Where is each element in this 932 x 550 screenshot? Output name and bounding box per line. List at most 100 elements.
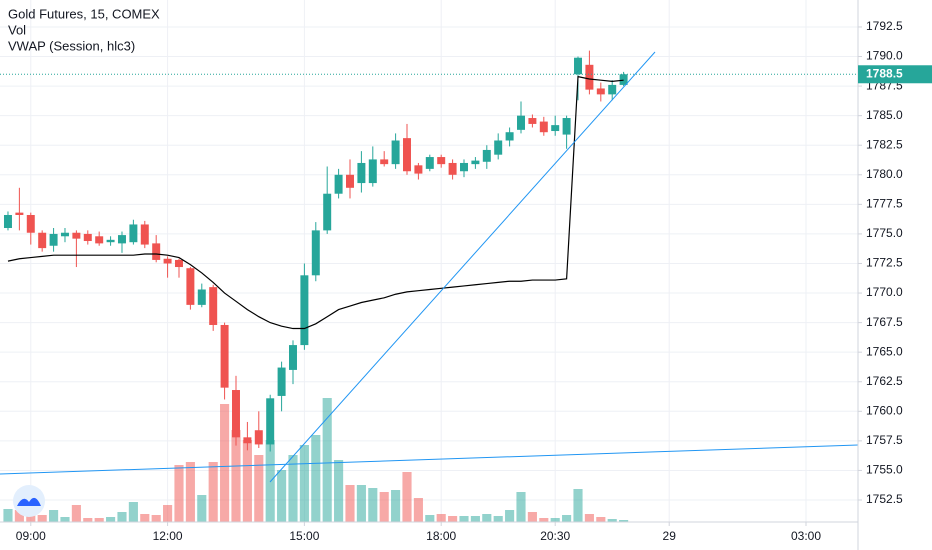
volume-bar [71,505,81,522]
candle-body [596,88,605,95]
volume-bar [128,502,138,522]
candle-body [163,258,172,264]
candle-body [414,165,423,174]
candle-body [277,367,286,396]
candle-body [585,64,594,90]
candle-body [289,345,297,370]
volume-bar [163,505,173,522]
volume-bar [94,518,104,522]
volume-bar [402,472,412,522]
volume-bar [539,518,549,522]
volume-bar [220,404,230,522]
y-tick-label: 1762.5 [866,374,903,388]
candle-body [346,174,354,188]
x-tick-label: 29 [663,529,677,543]
candle-body [403,138,411,172]
y-tick-label: 1752.5 [866,492,903,506]
volume-bar [413,498,423,522]
grid [0,0,858,522]
axis-layer: 1752.5 1755.0 1757.5 1760.0 1762.5 1765.0 1767… [16,19,932,543]
candle-body [95,236,104,244]
volume-bar [117,512,127,522]
volume-bar [493,516,503,522]
vwap-line [7,75,624,330]
volume-layer [3,398,629,522]
volume-bar [37,515,47,522]
candle-body [391,140,400,165]
candle-body [448,162,457,175]
candle-body [152,243,161,260]
candle-body [619,74,628,85]
volume-bar [550,518,560,522]
volume-bar [470,516,480,522]
volume-bar [345,485,355,522]
x-tick-label: 18:00 [426,529,456,543]
candle-body [186,268,195,305]
volume-bar [527,512,537,522]
volume-bar [265,440,275,522]
candle-body [539,121,548,133]
candle-body [106,239,115,243]
volume-bar [322,398,332,522]
chart-title[interactable]: Gold Futures, 15, COMEX [8,6,160,21]
y-tick-label: 1790.0 [866,49,903,63]
y-tick-label: 1775.0 [866,226,903,240]
candle-body [174,259,183,268]
volume-bar [185,462,195,522]
candle-body [380,159,389,165]
trend-line[interactable] [0,444,859,475]
candle-body [505,132,514,141]
candle-body [15,212,24,215]
volume-bar [596,517,606,522]
legend-entry[interactable]: Vol [8,22,26,37]
volume-bar [379,492,389,522]
y-tick-label: 1755.0 [866,463,903,477]
candle-body [38,232,47,249]
volume-bar [299,445,309,522]
candle-body [266,398,275,445]
volume-bar [49,510,59,522]
volume-bar [391,490,401,522]
y-tick-label: 1782.5 [866,137,903,151]
line-layer [0,73,858,330]
y-tick-label: 1780.0 [866,167,903,181]
candle-body [334,174,343,194]
trend-line[interactable] [269,51,656,483]
volume-bar [231,430,241,522]
candle-body [311,230,320,276]
candle-body [83,233,92,242]
candle-body [254,430,263,445]
volume-bar [60,517,70,522]
candle-body [437,157,446,165]
logo[interactable] [13,485,45,517]
volume-bar [425,515,435,522]
volume-bar [368,488,378,522]
candle-body [49,233,58,246]
volume-bar [140,514,150,522]
legend-entry[interactable]: VWAP (Session, hlc3) [8,38,135,53]
volume-bar [254,455,264,522]
volume-bar [242,440,252,522]
last-price-box [858,65,932,84]
y-tick-label: 1792.5 [866,19,903,33]
volume-bar [83,518,93,522]
candle-body [425,157,434,169]
volume-bar [448,516,458,522]
volume-bar [311,435,321,522]
y-tick-label: 1772.5 [866,256,903,270]
candle-body [197,289,206,305]
candle-body [608,84,617,95]
y-tick-label: 1770.0 [866,285,903,299]
x-tick-label: 09:00 [16,529,46,543]
volume-bar [562,515,572,522]
candle-body [72,232,81,239]
x-tick-label: 03:00 [791,529,821,543]
volume-bar [356,485,366,522]
y-tick-label: 1765.0 [866,344,903,358]
candle-body [129,224,138,243]
candle-body [323,193,332,231]
candle-body [357,162,366,184]
candle-body [209,287,218,325]
